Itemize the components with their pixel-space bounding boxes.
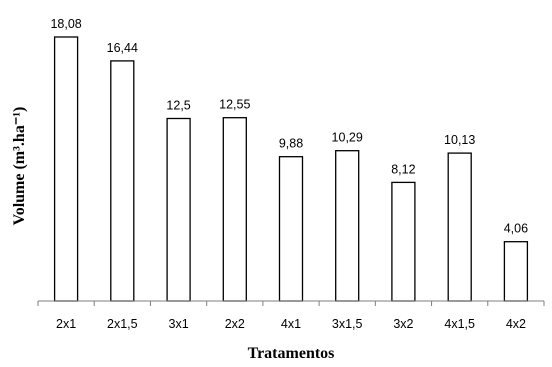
data-label-3x2: 8,12: [391, 162, 415, 176]
x-axis-title: Tratamentos: [248, 345, 335, 362]
data-label-4x2: 4,06: [504, 222, 528, 236]
x-ticks-group: [37, 301, 545, 306]
x-tick-label-4x1: 4x1: [281, 317, 301, 331]
bar-2x1: [53, 36, 79, 302]
data-label-3x1,5: 10,29: [332, 131, 363, 145]
x-tick-label-3x2: 3x2: [393, 317, 413, 331]
x-tick-label-3x1,5: 3x1,5: [332, 317, 363, 331]
x-tick-label-4x1,5: 4x1,5: [444, 317, 475, 331]
data-labels-group: 18,08 16,44 12,5 12,55 9,88 10,29 8,12 10,13 4,0…: [50, 17, 528, 236]
data-label-4x1,5: 10,13: [444, 133, 475, 147]
data-label-2x1: 18,08: [50, 17, 81, 31]
bars-group: [53, 36, 529, 302]
bar-4x1: [278, 156, 304, 302]
x-tick-label-2x1: 2x1: [56, 317, 76, 331]
y-axis-title: Volume (m³.ha⁻¹): [11, 107, 28, 226]
x-tick-label-2x2: 2x2: [225, 317, 245, 331]
bar-3x2: [391, 181, 416, 302]
bar-2x2: [222, 117, 247, 302]
data-label-3x1: 12,5: [166, 99, 190, 113]
bar-4x2: [503, 241, 529, 302]
x-tick-label-4x2: 4x2: [506, 317, 526, 331]
data-label-2x1,5: 16,44: [107, 41, 138, 55]
x-tick-label-2x1,5: 2x1,5: [107, 317, 138, 331]
x-tick-labels-group: 2x1 2x1,5 3x1 2x2 4x1 3x1,5 3x2 4x1,5 4x2: [56, 317, 526, 331]
x-tick-label-3x1: 3x1: [169, 317, 189, 331]
bar-4x1,5: [447, 152, 472, 302]
data-label-4x1: 9,88: [279, 137, 303, 151]
bar-3x1,5: [335, 150, 360, 302]
bar-2x1,5: [110, 60, 135, 302]
bar-3x1: [166, 117, 191, 302]
data-label-2x2: 12,55: [219, 98, 250, 112]
